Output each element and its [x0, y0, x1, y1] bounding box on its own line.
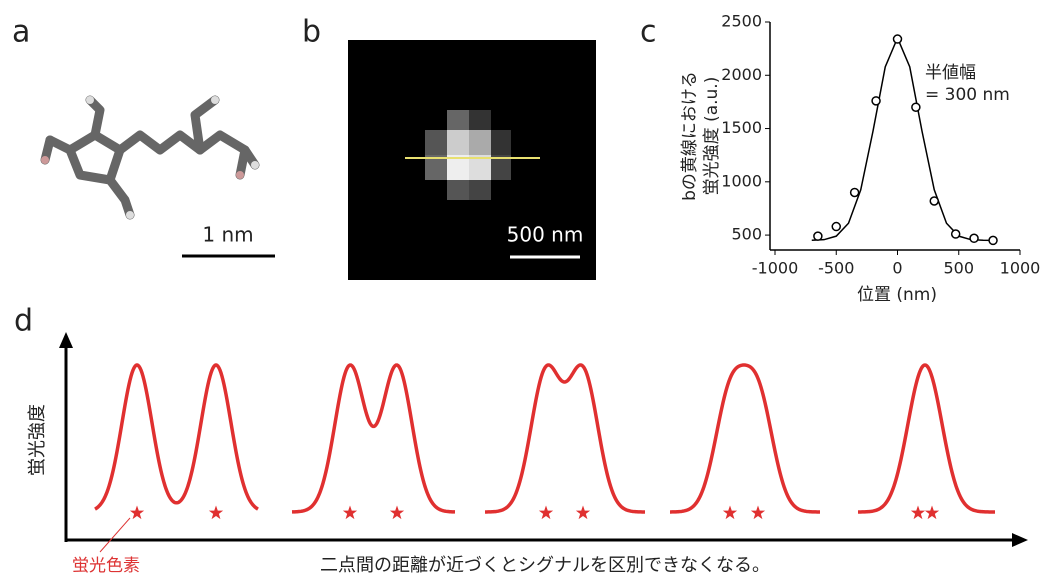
dye-star: [751, 506, 765, 520]
dye-star: [723, 506, 737, 520]
profile-chart: 500 1000 1500 2000 2500 -1000 -500 0 500 1000 位置 (…: [680, 12, 1040, 306]
dye-star: [343, 506, 357, 520]
signal-curve: [292, 365, 455, 512]
data-point: [970, 234, 978, 242]
dye-star: [130, 506, 144, 520]
x-tick-label: -1000: [752, 259, 799, 278]
scale-label: 500 nm: [507, 223, 584, 247]
molecule: [45, 100, 255, 215]
x-tick-label: -500: [818, 259, 854, 278]
signal-curve: [858, 365, 995, 512]
data-point: [851, 188, 859, 196]
data-point: [930, 197, 938, 205]
dye-star: [390, 506, 404, 520]
y-tick-label: 500: [731, 225, 762, 244]
annotation: 半値幅: [925, 63, 976, 83]
dye-star: [911, 506, 925, 520]
dye-star: [925, 506, 939, 520]
scale-label: 1 nm: [202, 223, 253, 247]
data-point: [832, 223, 840, 231]
dye-star: [209, 506, 223, 520]
data-point: [912, 103, 920, 111]
x-axis-label: 位置 (nm): [857, 285, 937, 305]
signal-curve: [670, 365, 820, 512]
figure: a b c d 1 nm 500 nm 500 1000 1500 2000 2500 -…: [0, 0, 1048, 578]
data-point: [872, 97, 880, 105]
dye-label: 蛍光色素: [72, 556, 140, 576]
dye-star: [539, 506, 553, 520]
y-axis-label: bの黄線における: [680, 71, 700, 201]
y-tick-label: 1000: [721, 171, 762, 190]
data-point: [894, 35, 902, 43]
signal-curve: [485, 365, 645, 512]
caption: 二点間の距離が近づくとシグナルを区別できなくなる。: [320, 555, 770, 576]
annotation: = 300 nm: [925, 85, 1010, 105]
panel-label: b: [302, 15, 321, 50]
schematic-curves: [95, 365, 995, 519]
data-point: [989, 236, 997, 244]
panel-label: a: [12, 15, 30, 50]
signal-curve: [95, 365, 258, 509]
y-tick-label: 2000: [721, 65, 762, 84]
pointer: [100, 518, 130, 552]
y-axis-label: 蛍光強度 (a.u.): [702, 77, 722, 196]
data-point: [814, 232, 822, 240]
y-tick-label: 2500: [721, 12, 762, 31]
panel-label: d: [14, 304, 33, 339]
x-tick-label: 0: [892, 259, 902, 278]
y-tick-label: 1500: [721, 118, 762, 137]
data-point: [952, 230, 960, 238]
panel-label: c: [640, 15, 657, 50]
y-axis-label: 蛍光強度: [27, 404, 48, 476]
dye-star: [576, 506, 590, 520]
x-tick-label: 500: [943, 259, 974, 278]
x-tick-label: 1000: [1000, 259, 1041, 278]
